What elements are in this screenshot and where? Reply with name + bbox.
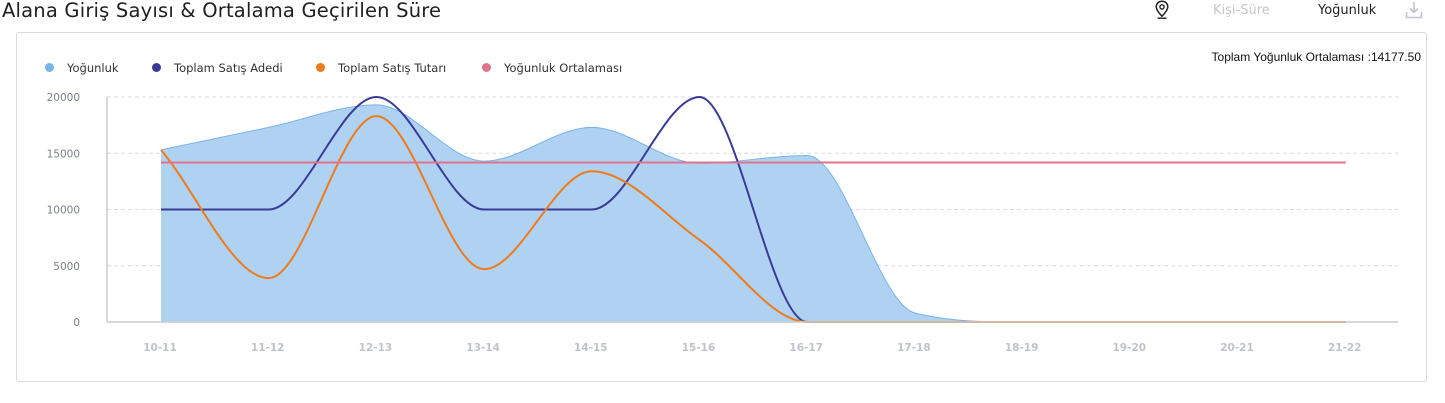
- x-tick-label: 20-21: [1220, 342, 1254, 354]
- x-tick-label: 18-19: [1005, 342, 1039, 354]
- legend-label: Toplam Satış Tutarı: [338, 61, 447, 75]
- y-tick-label: 5000: [53, 261, 80, 273]
- legend-label: Yoğunluk: [67, 61, 119, 75]
- download-icon[interactable]: [1404, 0, 1424, 20]
- map-pin-icon[interactable]: [1154, 0, 1170, 20]
- x-tick-label: 10-11: [143, 342, 177, 354]
- x-tick-label: 12-13: [359, 342, 393, 354]
- y-tick-labels: 0 5000 10000 15000 20000: [47, 92, 80, 329]
- legend-item-toplam-satis-adedi[interactable]: Toplam Satış Adedi: [152, 61, 283, 75]
- legend-dot-satis-tutari: [316, 63, 325, 72]
- y-tick-label: 0: [73, 317, 80, 329]
- x-tick-label: 19-20: [1113, 342, 1147, 354]
- legend-item-yogunluk[interactable]: Yoğunluk: [45, 61, 119, 75]
- average-summary: Toplam Yoğunluk Ortalaması :14177.50: [1211, 50, 1421, 64]
- tab-yogunluk[interactable]: Yoğunluk: [1318, 3, 1377, 18]
- legend-item-toplam-satis-tutari[interactable]: Toplam Satış Tutarı: [316, 61, 446, 75]
- y-tick-label: 15000: [47, 148, 80, 160]
- y-tick-label: 20000: [47, 92, 80, 104]
- x-tick-label: 11-12: [251, 342, 285, 354]
- axes: [106, 97, 1398, 323]
- x-tick-label: 14-15: [574, 342, 608, 354]
- legend-dot-satis-adedi: [152, 63, 161, 72]
- page-title: Alana Giriş Sayısı & Ortalama Geçirilen …: [2, 0, 442, 22]
- legend-label: Toplam Satış Adedi: [174, 61, 283, 75]
- legend-dot-ortalama: [482, 63, 491, 72]
- x-tick-label: 13-14: [466, 342, 500, 354]
- x-tick-label: 15-16: [682, 342, 716, 354]
- x-tick-label: 17-18: [897, 342, 931, 354]
- legend-dot-yogunluk: [45, 63, 54, 72]
- x-tick-label: 21-22: [1328, 342, 1362, 354]
- y-tick-label: 10000: [47, 205, 80, 217]
- legend-label: Yoğunluk Ortalaması: [504, 61, 623, 75]
- tab-kisi-sure[interactable]: Kişi-Süre: [1213, 3, 1270, 18]
- chart-toolbar: Kişi-Süre Yoğunluk: [0, 0, 1445, 26]
- area-fill-yogunluk: [161, 104, 1346, 322]
- x-tick-label: 16-17: [789, 342, 823, 354]
- x-tick-labels: 10-11 11-12 12-13 13-14 14-15 15-16 16-17 17-18…: [143, 342, 1361, 354]
- legend-item-yogunluk-ortalamasi[interactable]: Yoğunluk Ortalaması: [482, 61, 622, 75]
